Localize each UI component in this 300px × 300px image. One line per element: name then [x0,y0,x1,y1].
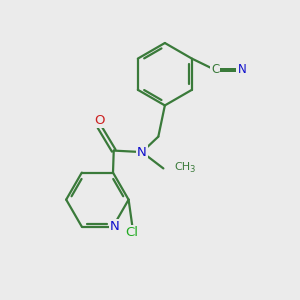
Text: N: N [137,146,147,159]
Text: CH: CH [175,162,191,172]
Text: N: N [110,220,119,233]
Text: 3: 3 [190,165,195,174]
Text: C: C [211,63,219,76]
Text: N: N [238,63,247,76]
Text: O: O [94,114,105,127]
Text: Cl: Cl [126,226,139,239]
